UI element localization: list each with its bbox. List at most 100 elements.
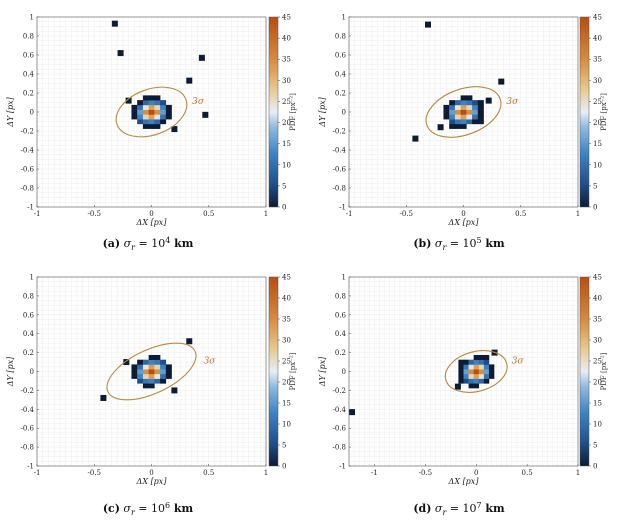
heatmap-cell — [165, 364, 172, 370]
heatmap-cell — [477, 104, 484, 110]
heatmap-cell — [142, 359, 149, 365]
outliers-c — [100, 338, 193, 401]
heatmap-cell — [154, 373, 161, 379]
heatmap-cell — [148, 95, 155, 101]
sigma-label: 3σ — [512, 357, 525, 367]
y-tick-label: -0.2 — [21, 387, 35, 395]
heatmap-cell — [154, 104, 161, 110]
heatmap-cell — [165, 369, 172, 375]
y-tick-label: -1 — [339, 204, 346, 212]
heatmap-cell — [148, 123, 155, 129]
caption-c-exp: 6 — [165, 501, 170, 510]
heatmap-cell — [131, 369, 138, 375]
y-axis-label: ΔY [px] — [318, 96, 327, 127]
x-tick-label: -1 — [34, 210, 41, 218]
heatmap-cell — [463, 359, 469, 365]
heatmap-cell — [443, 104, 450, 110]
heatmap-cell — [473, 369, 480, 375]
heatmap-cell — [472, 104, 479, 110]
heatmap-cell — [160, 373, 167, 379]
grid-b — [348, 16, 579, 208]
colorbar — [579, 276, 590, 467]
heatmap-cell — [160, 114, 167, 120]
y-tick-label: -0.2 — [21, 128, 35, 136]
colorbar-tick-label: 35 — [593, 56, 602, 64]
heatmap-cell — [449, 119, 456, 125]
heatmap-cell — [460, 109, 467, 115]
heatmap-cell — [478, 364, 485, 370]
heatmap-cell — [137, 114, 144, 120]
heatmap-cell — [137, 373, 144, 379]
heatmap-cell — [454, 104, 461, 110]
y-tick-label: 0.2 — [335, 90, 346, 98]
x-tick-label: 0.5 — [203, 469, 214, 477]
colorbar-tick-label: 40 — [593, 295, 602, 303]
outlier-point — [100, 394, 107, 401]
colorbar-tick-label: 35 — [593, 316, 602, 324]
x-tick-label: 0.5 — [522, 469, 533, 477]
outlier-point — [198, 54, 205, 61]
heatmap-cell — [154, 109, 161, 115]
colorbar — [579, 16, 590, 208]
heatmap-cell — [137, 119, 144, 125]
heatmap-cell — [137, 378, 144, 384]
sigma-label: 3σ — [204, 357, 217, 367]
heatmap-cell — [165, 104, 172, 110]
colorbar-tick-label: 25 — [593, 358, 602, 366]
heatmap-cell — [460, 119, 467, 125]
heatmap-cell — [466, 119, 473, 125]
heatmap-cell — [454, 123, 461, 129]
heatmap-cell — [165, 373, 172, 379]
heatmap-cell — [472, 119, 479, 125]
heatmap-cell — [460, 114, 467, 120]
caption-b: (b) σr = 105 km — [413, 236, 505, 252]
colorbar-label: PDF [px⁻²] — [600, 93, 608, 131]
heatmap-cell — [454, 109, 461, 115]
heatmap-cell — [477, 100, 484, 106]
x-tick-label: 0 — [149, 210, 153, 218]
heatmap-cell — [477, 109, 484, 115]
y-tick-label: -0.2 — [333, 387, 347, 395]
colorbar-tick-label: 25 — [282, 98, 291, 106]
heatmap-cell — [454, 114, 461, 120]
heatmap-cell — [473, 364, 480, 370]
heatmap-cell — [160, 359, 167, 365]
outlier-point — [111, 20, 118, 27]
caption-a-sub: r — [131, 243, 136, 252]
panel-b: 3σ -1 -0.5 0 0.5 1 -1 -0.8 -0.6 -0.4 -0.2 0 0.2 0.4 0.… — [318, 14, 608, 228]
colorbar-tick-label: 40 — [282, 295, 291, 303]
heatmap-cell — [472, 109, 479, 115]
y-tick-label: 0.4 — [335, 71, 347, 79]
heatmap-cell — [458, 373, 464, 379]
heatmap-cell — [148, 354, 155, 360]
colorbar-label: PDF [px⁻²] — [289, 93, 297, 131]
caption-a-unit: km — [170, 237, 193, 250]
heatmap-cell — [154, 119, 161, 125]
heatmap-cell — [154, 359, 161, 365]
heatmap-cell — [473, 359, 480, 365]
heatmap-cell — [458, 359, 464, 365]
heatmap-cell — [454, 119, 461, 125]
heatmap-cell — [449, 100, 456, 106]
caption-a-exp: 4 — [165, 236, 170, 245]
heatmap-cell — [142, 364, 149, 370]
heatmap-cell — [142, 383, 149, 389]
heatmap-cell — [478, 359, 485, 365]
heatmap-cell — [142, 119, 149, 125]
x-tick-label: -0.5 — [400, 210, 414, 218]
x-tick-label: 0 — [149, 469, 153, 477]
heatmap-cell — [460, 95, 467, 101]
colorbar-tick-label: 0 — [282, 204, 286, 212]
colorbar — [268, 276, 279, 467]
heatmap-cell — [483, 359, 490, 365]
heatmap-cell — [154, 114, 161, 120]
caption-a-tag: (a) — [103, 237, 121, 250]
y-axis-label: ΔY [px] — [6, 96, 15, 127]
colorbar-tick-label: 10 — [282, 161, 291, 169]
heatmap-cell — [463, 364, 469, 370]
outlier-point — [125, 97, 132, 104]
heatmap-cell — [466, 109, 473, 115]
heatmap-cell — [165, 109, 172, 115]
heatmap-cell — [468, 373, 474, 379]
x-tick-label: 1 — [576, 469, 580, 477]
